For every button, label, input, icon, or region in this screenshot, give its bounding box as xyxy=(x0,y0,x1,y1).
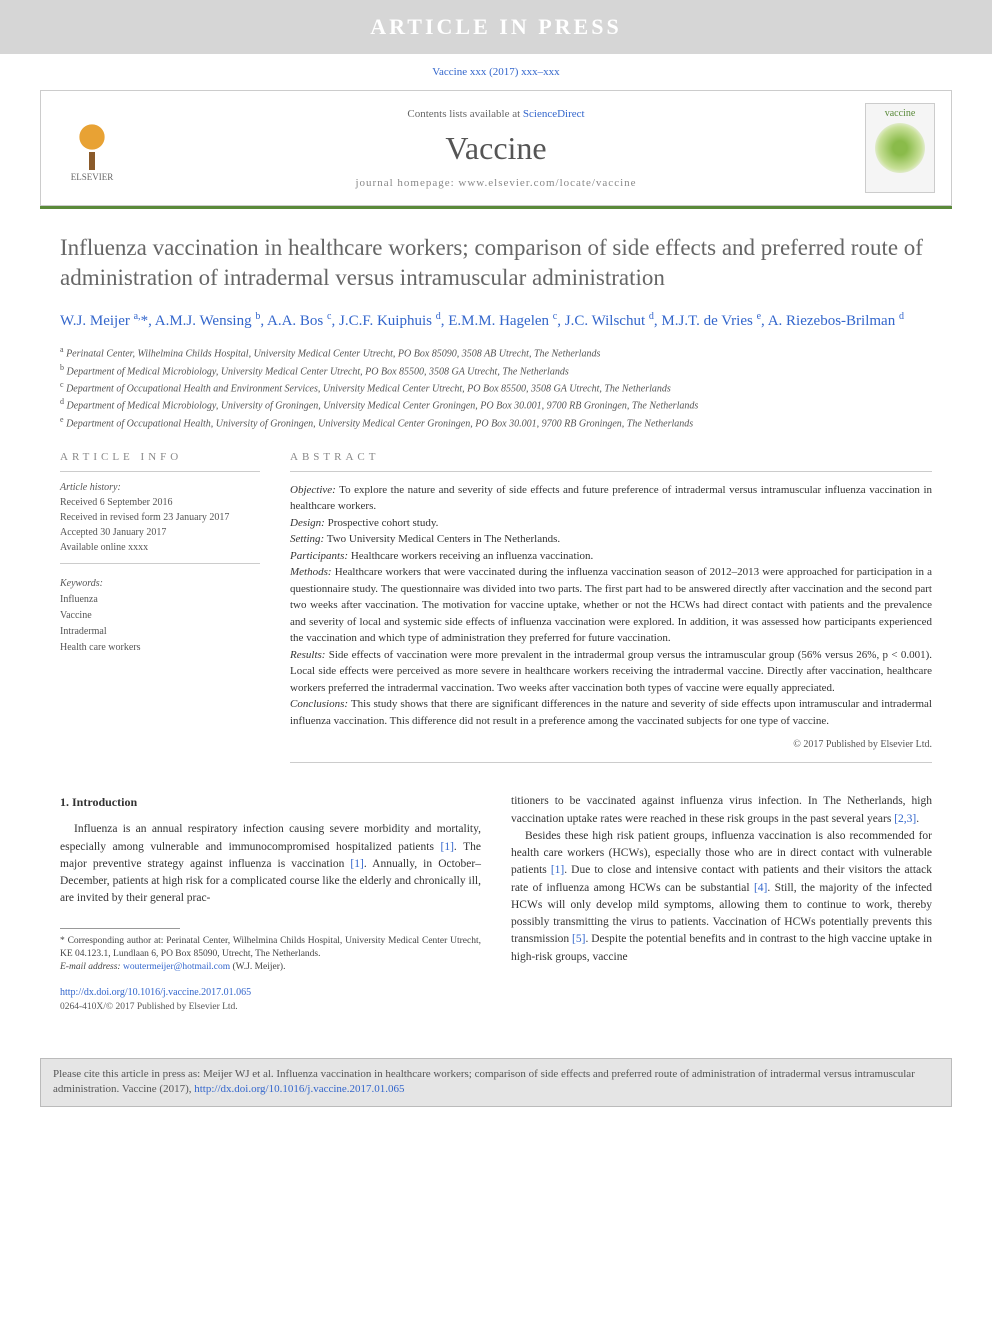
journal-name: Vaccine xyxy=(143,130,849,167)
introduction-heading: 1. Introduction xyxy=(60,793,481,811)
affiliation-line: c Department of Occupational Health and … xyxy=(60,379,932,396)
history-line: Received in revised form 23 January 2017 xyxy=(60,510,260,525)
ab-design-label: Design: xyxy=(290,517,325,529)
keyword: Health care workers xyxy=(60,640,260,656)
publisher-name: ELSEVIER xyxy=(71,172,114,182)
ab-objective-text: To explore the nature and severity of si… xyxy=(290,484,932,513)
ab-results-text: Side effects of vaccination were more pr… xyxy=(290,649,932,694)
abstract-heading: ABSTRACT xyxy=(290,451,932,463)
ab-setting-label: Setting: xyxy=(290,533,324,545)
cite-prefix: Please cite this article in press as: Me… xyxy=(53,1068,915,1095)
footnotes: * Corresponding author at: Perinatal Cen… xyxy=(60,935,481,975)
journal-header: ELSEVIER Contents lists available at Sci… xyxy=(40,90,952,206)
affiliation-line: b Department of Medical Microbiology, Un… xyxy=(60,362,932,379)
cover-thumb-title: vaccine xyxy=(885,108,916,119)
email-link[interactable]: woutermeijer@hotmail.com xyxy=(123,962,230,972)
contents-line: Contents lists available at ScienceDirec… xyxy=(143,108,849,120)
ab-methods-text: Healthcare workers that were vaccinated … xyxy=(290,566,932,644)
ref-link[interactable]: [5] xyxy=(572,933,585,945)
ab-design-text: Prospective cohort study. xyxy=(325,517,439,529)
author-list: W.J. Meijer a,*, A.M.J. Wensing b, A.A. … xyxy=(60,309,932,333)
ab-participants-label: Participants: xyxy=(290,550,348,562)
keywords-label: Keywords: xyxy=(60,576,260,592)
right-column: titioners to be vaccinated against influ… xyxy=(511,793,932,1013)
ab-objective-label: Objective: xyxy=(290,484,336,496)
intro-para-1: Influenza is an annual respiratory infec… xyxy=(60,821,481,907)
cite-doi-link[interactable]: http://dx.doi.org/10.1016/j.vaccine.2017… xyxy=(194,1083,404,1095)
affiliation-line: a Perinatal Center, Wilhelmina Childs Ho… xyxy=(60,344,932,361)
history-line: Accepted 30 January 2017 xyxy=(60,525,260,540)
article-title: Influenza vaccination in healthcare work… xyxy=(60,233,932,293)
citation-header: Vaccine xxx (2017) xxx–xxx xyxy=(0,54,992,90)
info-abstract-row: ARTICLE INFO Article history: Received 6… xyxy=(60,451,932,764)
intro-para-2: Besides these high risk patient groups, … xyxy=(511,828,932,966)
cover-thumb-image xyxy=(875,123,925,173)
ab-methods-label: Methods: xyxy=(290,566,332,578)
ref-link[interactable]: [1] xyxy=(551,864,564,876)
publisher-logo[interactable]: ELSEVIER xyxy=(57,108,127,188)
keyword: Intradermal xyxy=(60,624,260,640)
ab-conclusions-text: This study shows that there are signific… xyxy=(290,698,932,727)
doi-copyright: 0264-410X/© 2017 Published by Elsevier L… xyxy=(60,1000,481,1014)
ab-conclusions-label: Conclusions: xyxy=(290,698,348,710)
abstract-copyright: © 2017 Published by Elsevier Ltd. xyxy=(290,737,932,752)
history-label: Article history: xyxy=(60,480,260,495)
keyword: Vaccine xyxy=(60,608,260,624)
footnote-divider xyxy=(60,928,180,929)
homepage-url[interactable]: www.elsevier.com/locate/vaccine xyxy=(458,177,636,189)
doi-link[interactable]: http://dx.doi.org/10.1016/j.vaccine.2017… xyxy=(60,987,251,998)
ref-link[interactable]: [1] xyxy=(350,858,363,870)
keywords-block: Keywords: InfluenzaVaccineIntradermalHea… xyxy=(60,576,260,656)
elsevier-tree-icon xyxy=(67,115,117,170)
abstract-body: Objective: To explore the nature and sev… xyxy=(290,471,932,764)
sciencedirect-link[interactable]: ScienceDirect xyxy=(523,108,585,120)
affiliation-line: d Department of Medical Microbiology, Un… xyxy=(60,396,932,413)
history-line: Received 6 September 2016 xyxy=(60,495,260,510)
doi-block: http://dx.doi.org/10.1016/j.vaccine.2017… xyxy=(60,985,481,1014)
in-press-banner: ARTICLE IN PRESS xyxy=(0,0,992,54)
corresponding-author-note: * Corresponding author at: Perinatal Cen… xyxy=(60,935,481,962)
article-info-heading: ARTICLE INFO xyxy=(60,451,260,463)
keyword: Influenza xyxy=(60,592,260,608)
email-suffix: (W.J. Meijer). xyxy=(230,962,285,972)
email-line: E-mail address: woutermeijer@hotmail.com… xyxy=(60,961,481,974)
ref-link[interactable]: [2,3] xyxy=(894,813,916,825)
intro-para-1-cont: titioners to be vaccinated against influ… xyxy=(511,793,932,828)
left-column: 1. Introduction Influenza is an annual r… xyxy=(60,793,481,1013)
homepage-line: journal homepage: www.elsevier.com/locat… xyxy=(143,177,849,189)
article-info-column: ARTICLE INFO Article history: Received 6… xyxy=(60,451,260,764)
article-content: Influenza vaccination in healthcare work… xyxy=(0,209,992,1038)
history-line: Available online xxxx xyxy=(60,540,260,555)
ab-results-label: Results: xyxy=(290,649,325,661)
ref-link[interactable]: [1] xyxy=(441,841,454,853)
header-center: Contents lists available at ScienceDirec… xyxy=(143,108,849,189)
homepage-label: journal homepage: xyxy=(355,177,458,189)
affiliations: a Perinatal Center, Wilhelmina Childs Ho… xyxy=(60,344,932,431)
body-columns: 1. Introduction Influenza is an annual r… xyxy=(60,793,932,1013)
affiliation-line: e Department of Occupational Health, Uni… xyxy=(60,414,932,431)
contents-prefix: Contents lists available at xyxy=(407,108,522,120)
cite-this-article-box: Please cite this article in press as: Me… xyxy=(40,1058,952,1107)
journal-cover-thumb[interactable]: vaccine xyxy=(865,103,935,193)
article-history: Article history: Received 6 September 20… xyxy=(60,471,260,564)
ref-link[interactable]: [4] xyxy=(754,882,767,894)
email-label: E-mail address: xyxy=(60,962,123,972)
abstract-column: ABSTRACT Objective: To explore the natur… xyxy=(290,451,932,764)
ab-participants-text: Healthcare workers receiving an influenz… xyxy=(348,550,593,562)
ab-setting-text: Two University Medical Centers in The Ne… xyxy=(324,533,560,545)
